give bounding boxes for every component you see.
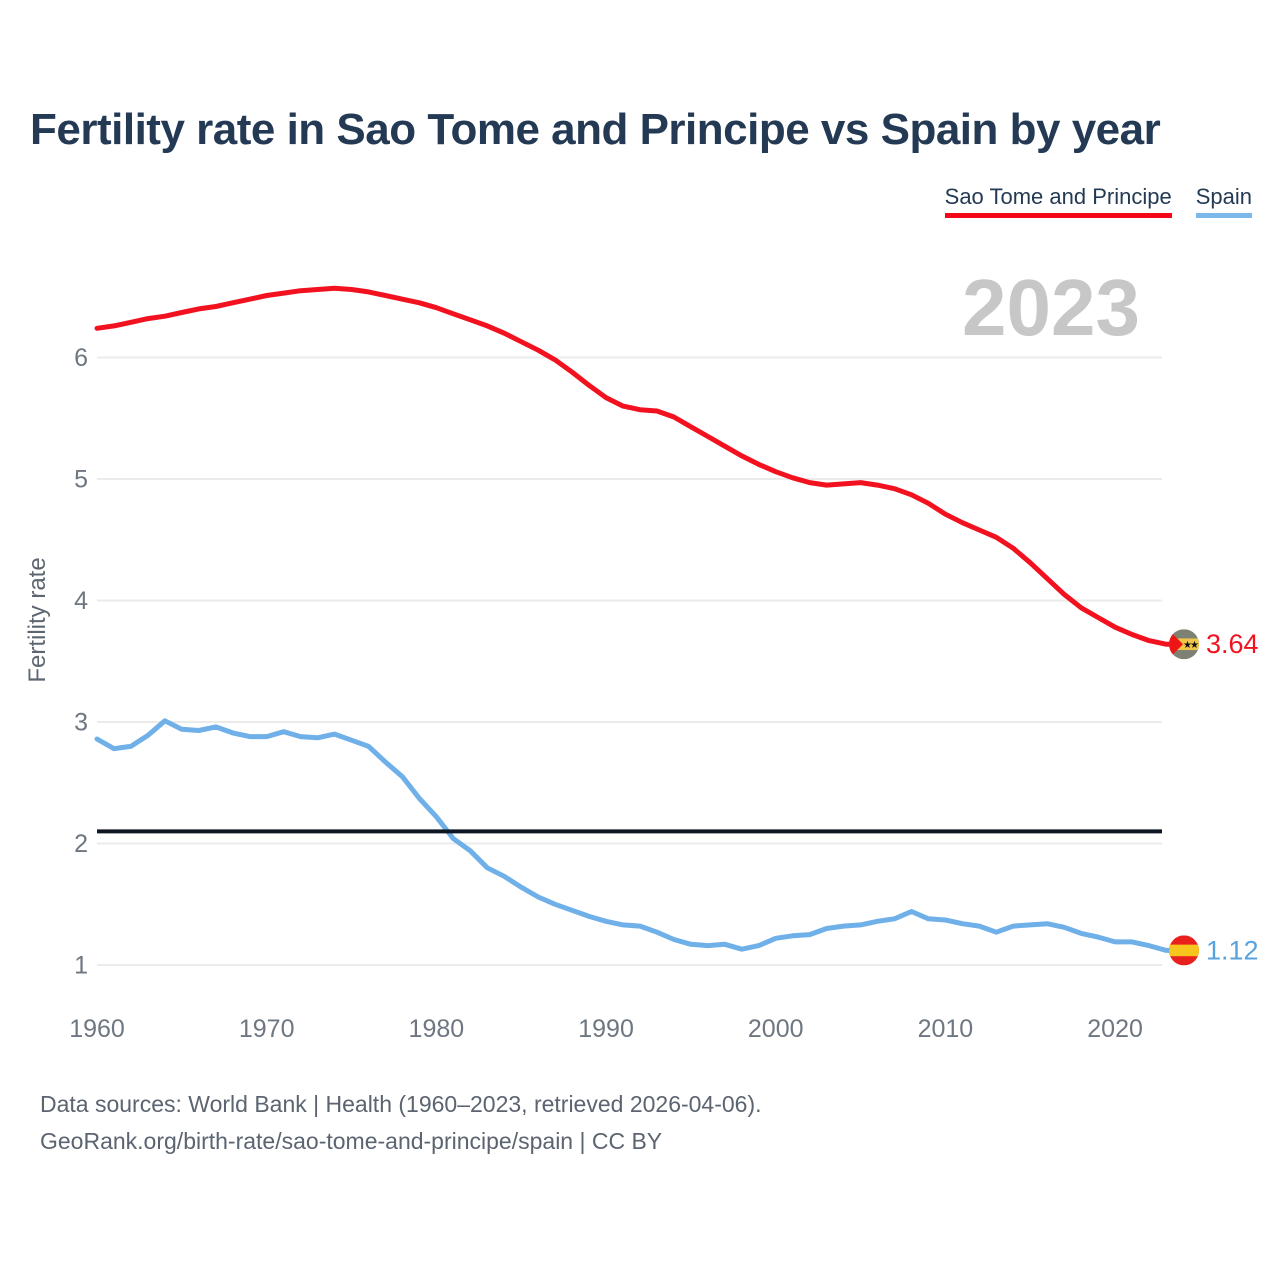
star-glyph: ★ xyxy=(1190,640,1199,651)
series-end-value-spain: 1.12 xyxy=(1206,935,1259,965)
x-tick-label: 2020 xyxy=(1087,1015,1143,1043)
year-watermark: 2023 xyxy=(962,263,1140,352)
y-tick-label: 6 xyxy=(74,344,88,372)
x-tick-label: 1980 xyxy=(409,1015,465,1043)
x-tick-label: 1960 xyxy=(69,1015,125,1043)
legend-item-sao-tome-and-principe[interactable]: Sao Tome and Principe xyxy=(944,186,1172,218)
footer: Data sources: World Bank | Health (1960–… xyxy=(40,1086,762,1161)
y-tick-label: 2 xyxy=(74,830,88,858)
y-tick-label: 3 xyxy=(74,709,88,737)
x-tick-label: 2000 xyxy=(748,1015,804,1043)
y-tick-label: 4 xyxy=(74,587,88,615)
y-tick-label: 5 xyxy=(74,466,88,494)
series-end-value-sao-tome-and-principe: 3.64 xyxy=(1206,629,1259,659)
sao-tome-and-principe-flag-icon: ★★ xyxy=(1169,629,1199,660)
x-tick-label: 1970 xyxy=(239,1015,295,1043)
x-tick-label: 1990 xyxy=(578,1015,634,1043)
x-tick-label: 2010 xyxy=(918,1015,974,1043)
page-title: Fertility rate in Sao Tome and Principe … xyxy=(30,105,1161,154)
legend: Sao Tome and Principe Spain xyxy=(944,186,1252,218)
series-line-spain xyxy=(94,718,1173,953)
footer-data-sources: Data sources: World Bank | Health (1960–… xyxy=(40,1091,762,1117)
spain-flag-icon xyxy=(1169,935,1199,966)
star-glyph: ★ xyxy=(1183,640,1192,651)
footer-attribution: GeoRank.org/birth-rate/sao-tome-and-prin… xyxy=(40,1128,663,1155)
y-axis-title: Fertility rate xyxy=(24,557,51,682)
y-tick-label: 1 xyxy=(74,952,88,980)
series-line-sao-tome-and-principe xyxy=(94,285,1173,647)
legend-item-spain[interactable]: Spain xyxy=(1195,186,1252,218)
